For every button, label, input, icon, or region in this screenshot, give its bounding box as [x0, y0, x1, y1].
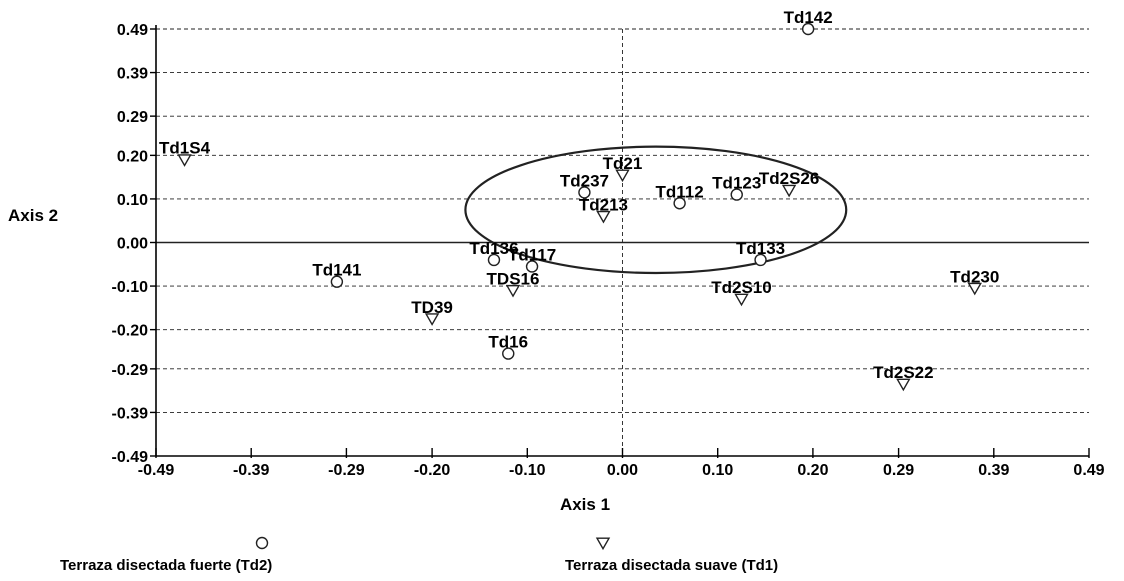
- point-label: Td136: [469, 239, 518, 258]
- x-tick-label: 0.00: [607, 462, 638, 479]
- x-tick-label: 0.39: [978, 462, 1009, 479]
- circle-point: [487, 253, 501, 267]
- triangle-point: [615, 169, 630, 183]
- circle-point: [502, 347, 515, 360]
- point-label: Td237: [560, 171, 609, 190]
- y-tick-label: 0.20: [117, 148, 148, 165]
- triangle-point: [734, 293, 749, 307]
- y-axis-title: Axis 2: [8, 206, 58, 225]
- point-label: Td230: [950, 267, 999, 286]
- y-tick-label: 0.39: [117, 66, 148, 83]
- y-tick-label: 0.10: [117, 192, 148, 209]
- y-tick-label: 0.29: [117, 109, 148, 126]
- x-tick-label: 0.29: [883, 462, 914, 479]
- point-label: Td133: [736, 239, 785, 258]
- point-label: Td123: [712, 174, 761, 193]
- point-label: Td2S10: [711, 278, 771, 297]
- legend-circle-icon: [255, 536, 269, 550]
- legend-triangle-icon: [595, 537, 611, 551]
- point-label: Td142: [784, 8, 833, 27]
- circle-point: [330, 275, 344, 288]
- point-label: Td213: [579, 195, 628, 214]
- point-label: Td2S22: [873, 363, 933, 382]
- circle-point: [578, 186, 591, 199]
- point-label: TD39: [411, 298, 453, 317]
- triangle-point: [177, 154, 192, 167]
- circle-point: [525, 260, 539, 273]
- point-label: Td141: [312, 261, 361, 280]
- y-tick-label: -0.49: [112, 449, 149, 466]
- circle-point: [730, 188, 743, 201]
- triangle-point: [781, 184, 797, 198]
- x-tick-label: -0.10: [509, 462, 546, 479]
- y-tick-label: -0.29: [112, 362, 149, 379]
- y-tick-label: -0.39: [112, 405, 149, 422]
- x-tick-label: -0.29: [328, 462, 365, 479]
- y-tick-label: 0.00: [117, 236, 148, 253]
- point-label: Td16: [488, 333, 528, 352]
- triangle-point: [896, 378, 911, 392]
- x-tick-label: 0.10: [702, 462, 733, 479]
- y-tick-label: -0.10: [112, 279, 149, 296]
- x-axis-title: Axis 1: [560, 495, 610, 514]
- y-tick-label: 0.49: [117, 22, 148, 39]
- x-tick-label: -0.49: [138, 462, 175, 479]
- y-tick-label: -0.20: [112, 323, 149, 340]
- point-label: TDS16: [487, 269, 540, 288]
- triangle-point: [505, 284, 521, 298]
- x-tick-label: 0.20: [797, 462, 828, 479]
- triangle-point: [596, 210, 611, 224]
- point-label: Td112: [656, 182, 704, 201]
- annotations: [464, 145, 848, 275]
- circle-point: [673, 197, 686, 210]
- point-label: Td117: [508, 245, 556, 264]
- point-label: Td21: [603, 154, 643, 173]
- circle-point: [801, 22, 815, 36]
- triangle-point: [967, 282, 982, 296]
- legend: Terraza disectada fuerte (Td2) Terraza di…: [60, 536, 778, 574]
- triangle-point: [424, 313, 440, 326]
- point-label: Td1S4: [159, 139, 211, 158]
- x-tick-label: -0.20: [414, 462, 451, 479]
- legend-label: Terraza disectada fuerte (Td2): [60, 557, 272, 574]
- grid-lines: [156, 28, 1089, 457]
- x-tick-label: -0.39: [233, 462, 270, 479]
- x-tick-label: 0.49: [1073, 462, 1104, 479]
- circle-point: [754, 253, 767, 267]
- point-label: Td2S26: [759, 169, 819, 188]
- cluster-ellipse: [464, 145, 848, 275]
- legend-label: Terraza disectada suave (Td1): [565, 557, 778, 574]
- axes: 0.49 0.39 0.29 0.20 0.10 0.00 -0.10 -0.20 -0.29 -…: [112, 22, 1105, 479]
